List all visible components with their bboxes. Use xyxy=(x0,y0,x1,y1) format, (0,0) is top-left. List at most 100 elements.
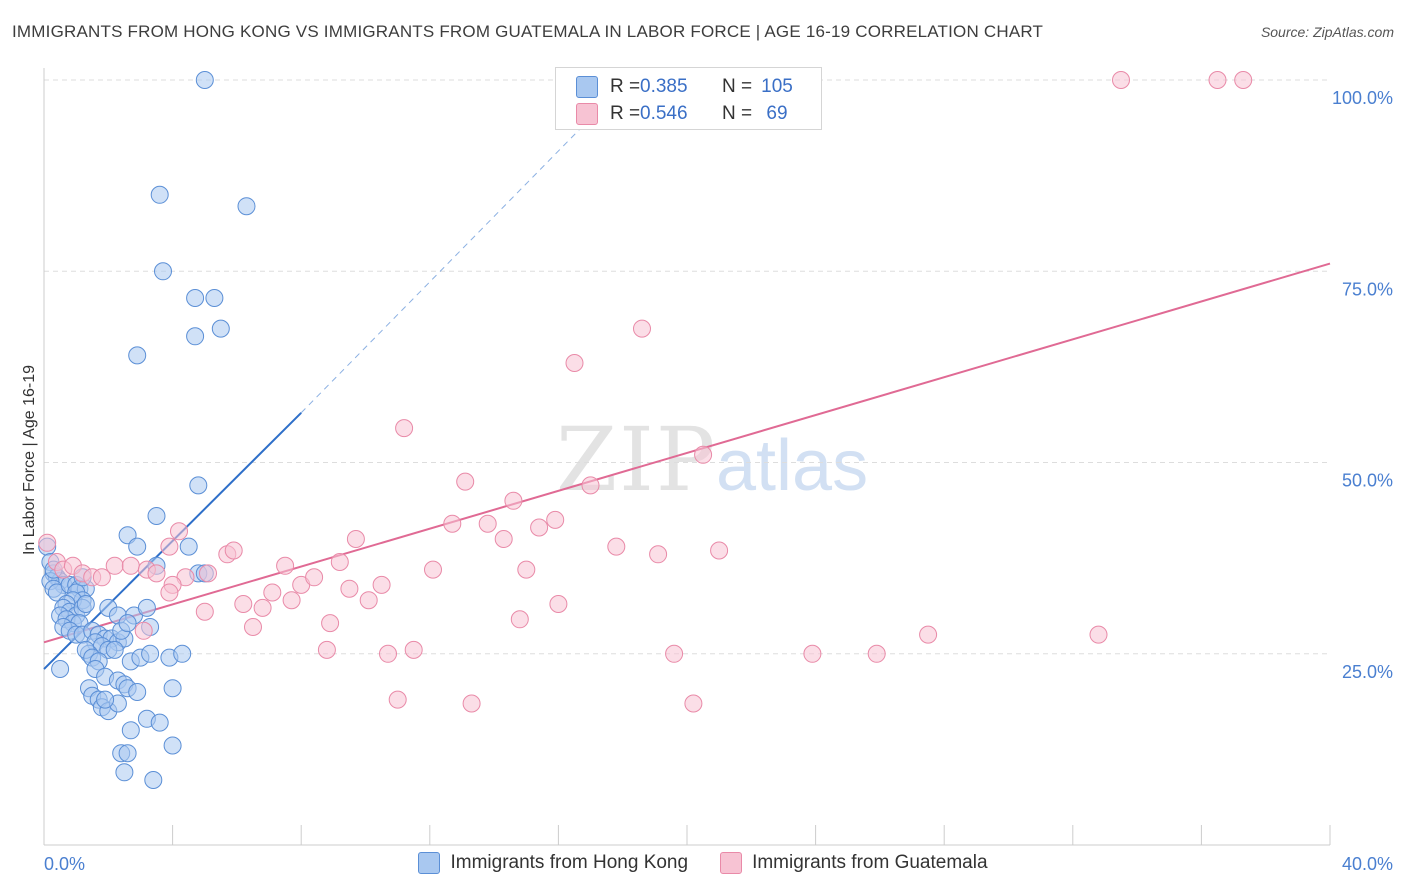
legend-n-value: 105 xyxy=(761,76,793,97)
guatemala-point xyxy=(244,618,262,636)
guatemala-point xyxy=(424,560,442,579)
hong-kong-point xyxy=(118,614,137,633)
guatemala-point xyxy=(919,625,938,644)
watermark-zip: ZIP xyxy=(556,408,717,511)
guatemala-point xyxy=(494,530,513,548)
legend-item-guatemala: Immigrants from Guatemala xyxy=(720,852,988,874)
legend-swatch-guatemala xyxy=(720,852,743,874)
legend-swatch-hong-kong xyxy=(418,852,441,874)
guatemala-point xyxy=(38,533,57,552)
legend-row-hong-kong: R = 0.385 N = 105 xyxy=(576,74,802,100)
guatemala-point xyxy=(546,510,565,529)
legend-label-hong-kong: Immigrants from Hong Kong xyxy=(450,852,689,873)
guatemala-trend-line xyxy=(43,262,1331,644)
chart-title: IMMIGRANTS FROM HONG KONG VS IMMIGRANTS … xyxy=(12,22,1044,41)
hong-kong-point xyxy=(186,327,205,346)
guatemala-point xyxy=(462,694,481,713)
hong-kong-point xyxy=(144,771,163,789)
hong-kong-point xyxy=(51,660,70,678)
hong-kong-point xyxy=(118,744,137,763)
guatemala-point xyxy=(456,472,475,491)
legend-r-value: 0.546 xyxy=(640,103,688,124)
guatemala-point xyxy=(530,518,549,537)
guatemala-point xyxy=(134,621,153,640)
hong-kong-point xyxy=(76,595,95,613)
guatemala-point xyxy=(649,545,668,564)
guatemala-point xyxy=(510,610,529,629)
hong-kong-point xyxy=(205,289,224,307)
series-legend: Immigrants from Hong Kong Immigrants fro… xyxy=(0,852,1406,874)
hong-kong-trend-extension xyxy=(300,117,591,414)
hong-kong-point xyxy=(237,197,256,216)
guatemala-point xyxy=(160,537,179,556)
guatemala-point xyxy=(581,476,600,495)
guatemala-point xyxy=(404,640,423,659)
guatemala-point xyxy=(160,583,179,602)
guatemala-point xyxy=(340,579,359,598)
watermark: ZIP atlas xyxy=(556,408,868,511)
hong-kong-point xyxy=(211,319,230,338)
hong-kong-point xyxy=(150,185,169,204)
x-tick-label: 0.0% xyxy=(44,854,85,874)
guatemala-point xyxy=(565,354,584,372)
legend-n-label: N = xyxy=(722,103,753,124)
guatemala-point xyxy=(276,556,295,575)
guatemala-point xyxy=(234,595,253,613)
guatemala-point xyxy=(710,541,729,560)
guatemala-point xyxy=(395,419,414,438)
y-tick-label: 100.0% xyxy=(1332,88,1393,108)
guatemala-point xyxy=(684,694,703,713)
hong-kong-point xyxy=(179,537,198,556)
hong-kong-point xyxy=(128,683,147,701)
guatemala-point xyxy=(388,690,407,709)
guatemala-point xyxy=(607,537,626,556)
guatemala-point xyxy=(195,602,214,621)
guatemala-point xyxy=(253,598,272,617)
axes xyxy=(43,68,1331,846)
guatemala-point xyxy=(305,568,324,587)
y-tick-label: 25.0% xyxy=(1342,662,1393,682)
guatemala-point xyxy=(1089,625,1108,644)
guatemala-point xyxy=(1234,71,1253,89)
hong-kong-point xyxy=(137,598,156,617)
watermark-atlas: atlas xyxy=(716,426,868,506)
data-points xyxy=(38,71,1253,789)
hong-kong-point xyxy=(173,644,192,663)
guatemala-point xyxy=(105,556,124,575)
hong-kong-point xyxy=(128,537,147,556)
legend-n-label: N = xyxy=(722,76,753,97)
hong-kong-point xyxy=(189,476,208,495)
guatemala-point xyxy=(1112,71,1130,89)
guatemala-point xyxy=(504,491,523,510)
guatemala-point xyxy=(346,530,365,548)
hong-kong-point xyxy=(128,346,147,365)
guatemala-point xyxy=(478,514,497,533)
legend-swatch-hong-kong xyxy=(576,76,598,98)
legend-label-guatemala: Immigrants from Guatemala xyxy=(752,852,988,873)
guatemala-point xyxy=(694,445,713,464)
legend-swatch-guatemala xyxy=(576,103,598,125)
guatemala-point xyxy=(321,614,340,633)
hong-kong-point xyxy=(121,721,140,740)
hong-kong-point xyxy=(163,679,182,698)
legend-item-hong-kong: Immigrants from Hong Kong xyxy=(418,852,688,874)
legend-r-value: 0.385 xyxy=(640,76,688,97)
guatemala-point xyxy=(170,522,188,541)
hong-kong-point xyxy=(141,644,160,663)
hong-kong-point xyxy=(96,690,115,709)
hong-kong-point xyxy=(186,289,205,307)
guatemala-point xyxy=(317,640,336,659)
correlation-legend: R = 0.385 N = 105 R = 0.546 N = 69 xyxy=(555,67,822,130)
guatemala-point xyxy=(224,541,243,560)
gridlines xyxy=(44,79,1330,655)
guatemala-point xyxy=(147,564,166,583)
legend-n-value: 69 xyxy=(766,103,788,124)
guatemala-point xyxy=(282,591,301,610)
legend-r-label: R = xyxy=(610,103,641,124)
source-label: Source: ZipAtlas.com xyxy=(1260,24,1394,40)
guatemala-point xyxy=(549,595,568,613)
legend-r-label: R = xyxy=(610,76,641,97)
guatemala-point xyxy=(121,556,140,575)
guatemala-point xyxy=(372,575,391,594)
